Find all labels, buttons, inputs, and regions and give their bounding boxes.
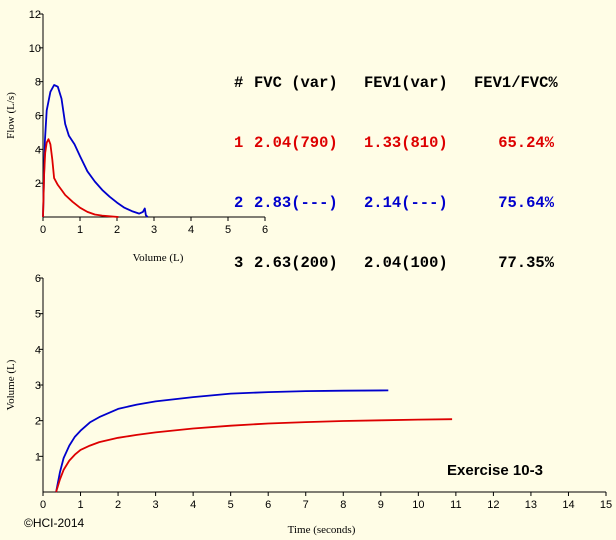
x-tick-label: 2 <box>115 499 121 511</box>
x-tick-label: 14 <box>562 499 574 511</box>
y-tick-label: 10 <box>29 43 41 55</box>
results-row-2: 2 2.83(---) 2.14(---) 75.64% <box>234 193 554 213</box>
row-fvc: 2.04(790) <box>254 134 338 152</box>
x-tick-label: 10 <box>412 499 424 511</box>
x-tick-label: 4 <box>190 499 196 511</box>
y-tick-label: 5 <box>35 309 41 321</box>
x-tick-label: 12 <box>487 499 499 511</box>
series-line-1 <box>42 84 149 218</box>
row-fev1: 2.14(---) <box>364 194 448 212</box>
y-tick-label: 8 <box>35 77 41 89</box>
x-tick-label: 4 <box>188 224 194 236</box>
x-tick-label: 1 <box>77 224 83 236</box>
y-tick-label: 2 <box>35 416 41 428</box>
y-tick-label: 4 <box>35 144 41 156</box>
x-tick-label: 8 <box>340 499 346 511</box>
results-header-row: # FVC (var) FEV1(var) FEV1/FVC% <box>234 73 558 93</box>
results-table: # FVC (var) FEV1(var) FEV1/FVC% 1 2.04(7… <box>234 33 558 293</box>
header-number: # <box>234 74 244 92</box>
exercise-label: Exercise 10-3 <box>447 462 543 479</box>
y-tick-label: 3 <box>35 380 41 392</box>
header-fvc: FVC (var) <box>254 74 338 92</box>
x-tick-label: 3 <box>151 224 157 236</box>
row-fvc: 2.63(200) <box>254 254 338 272</box>
y-axis-label: Flow (L/s) <box>5 92 17 139</box>
row-number: 3 <box>234 254 244 272</box>
x-tick-label: 1 <box>77 499 83 511</box>
results-row-1: 1 2.04(790) 1.33(810) 65.24% <box>234 133 554 153</box>
x-tick-label: 7 <box>303 499 309 511</box>
x-tick-label: 9 <box>378 499 384 511</box>
row-fev1: 1.33(810) <box>364 134 448 152</box>
x-tick-label: 5 <box>225 224 231 236</box>
row-ratio: 75.64% <box>498 194 554 212</box>
x-tick-label: 5 <box>228 499 234 511</box>
row-ratio: 65.24% <box>498 134 554 152</box>
y-tick-label: 1 <box>35 451 41 463</box>
series-line-2 <box>55 418 453 493</box>
y-tick-label: 6 <box>35 111 41 123</box>
y-tick-label: 4 <box>35 344 41 356</box>
results-row-3: 3 2.63(200) 2.04(100) 77.35% <box>234 253 554 273</box>
x-tick-label: 13 <box>525 499 537 511</box>
x-tick-label: 6 <box>262 224 268 236</box>
row-ratio: 77.35% <box>498 254 554 272</box>
row-number: 1 <box>234 134 244 152</box>
y-tick-label: 12 <box>29 9 41 21</box>
x-tick-label: 15 <box>600 499 612 511</box>
row-number: 2 <box>234 194 244 212</box>
series-line-1 <box>55 389 389 493</box>
series-line-2 <box>42 138 119 218</box>
x-tick-label: 6 <box>265 499 271 511</box>
header-fev1: FEV1(var) <box>364 74 448 92</box>
x-tick-label: 2 <box>114 224 120 236</box>
copyright-notice: ©HCI-2014 <box>24 516 85 530</box>
header-ratio: FEV1/FVC% <box>474 74 558 92</box>
x-axis-label: Volume (L) <box>133 252 184 264</box>
x-tick-label: 3 <box>153 499 159 511</box>
x-tick-label: 11 <box>450 499 461 511</box>
y-tick-label: 2 <box>35 178 41 190</box>
y-tick-label: 6 <box>35 273 41 285</box>
x-tick-label: 0 <box>40 224 46 236</box>
x-axis-label: Time (seconds) <box>288 524 356 536</box>
row-fev1: 2.04(100) <box>364 254 448 272</box>
row-fvc: 2.83(---) <box>254 194 338 212</box>
y-axis-label: Volume (L) <box>5 359 17 410</box>
x-tick-label: 0 <box>40 499 46 511</box>
